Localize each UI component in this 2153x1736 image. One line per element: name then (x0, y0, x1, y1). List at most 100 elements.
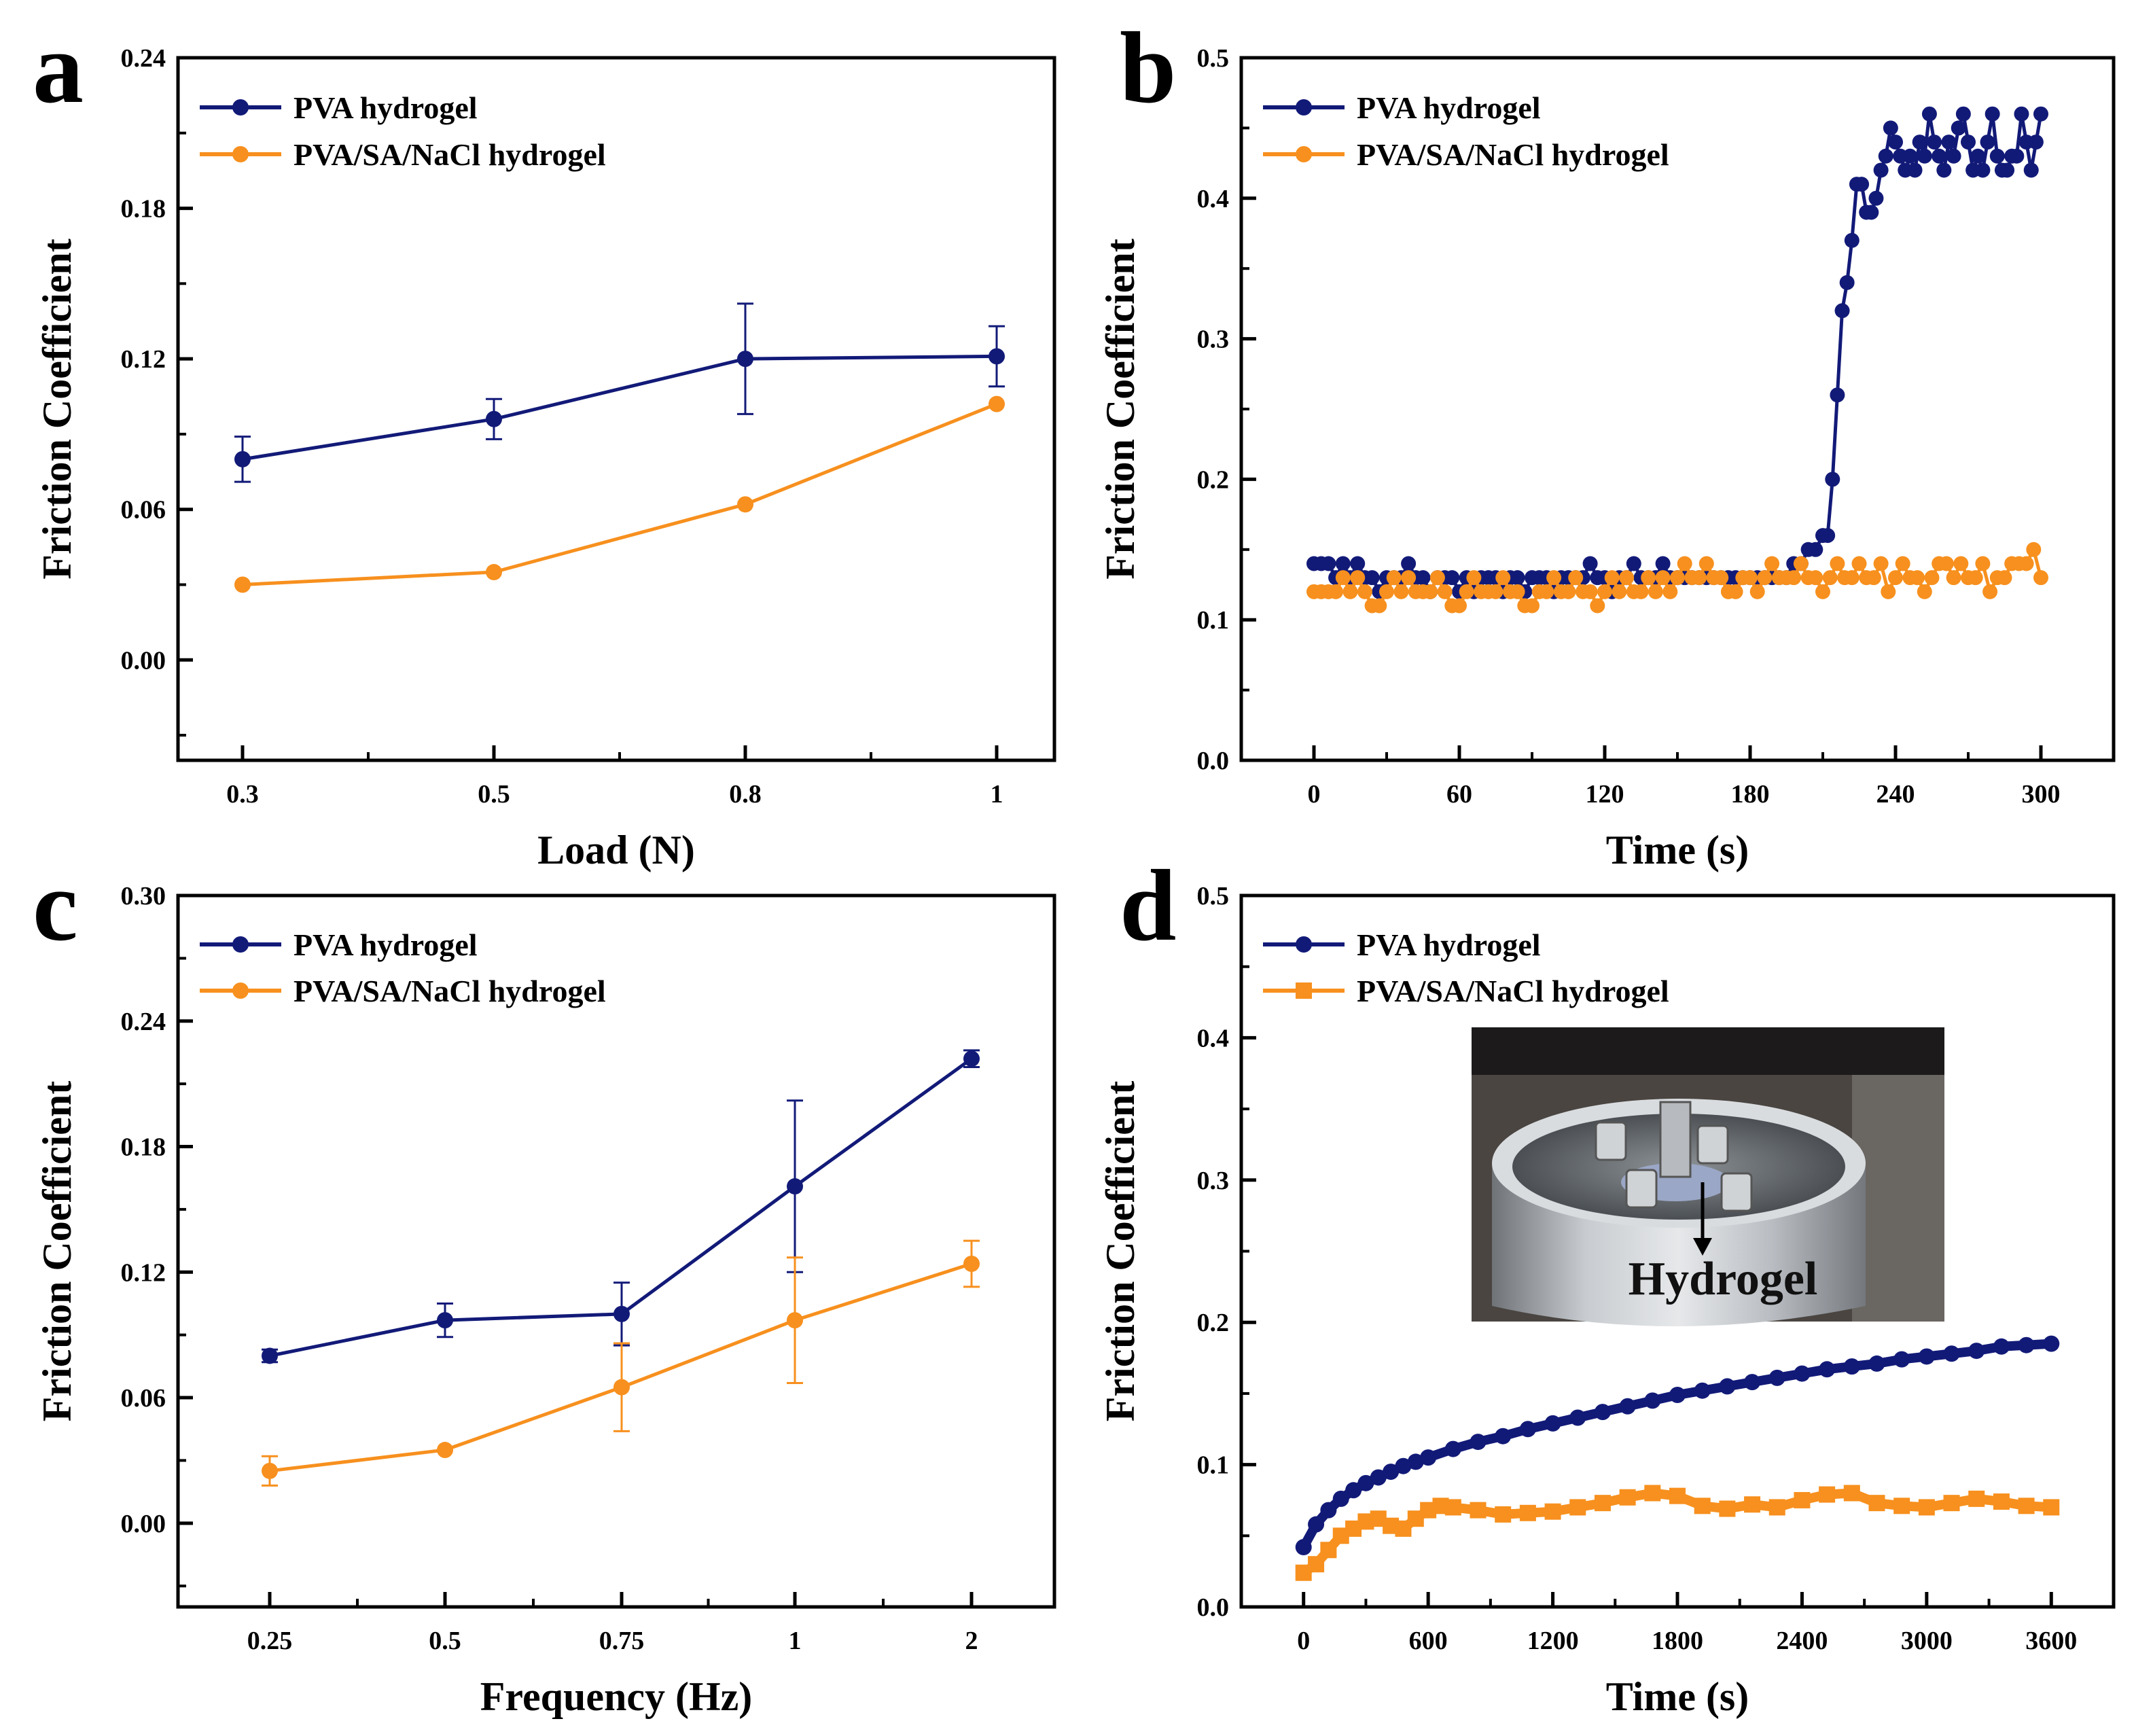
y-tick-label: 0.00 (121, 1510, 166, 1538)
panel-c: c 0.00 0.06 0.12 0.18 0.24 0.30 0.25 0.5 0.75 1 2 Fr… (33, 849, 1056, 1719)
x-axis-title: Load (N) (537, 828, 695, 872)
data-point (1719, 1378, 1736, 1395)
data-point (1844, 232, 1860, 248)
data-point (1582, 556, 1598, 571)
data-point (1626, 556, 1641, 571)
panel-b: b 0.0 0.1 0.2 0.3 0.4 0.5 0 60 120 180 240 300 Time (… (1098, 12, 2116, 872)
legend-label: PVA hydrogel (1357, 90, 1541, 125)
data-point (2043, 1335, 2060, 1352)
data-point (1569, 1499, 1586, 1516)
data-point (1669, 1386, 1686, 1403)
data-point (1955, 106, 1971, 122)
legend-label: PVA/SA/NaCl hydrogel (293, 974, 606, 1008)
data-point (1357, 1474, 1374, 1491)
data-point (1888, 570, 1903, 586)
y-tick-label: 0.0 (1197, 1593, 1230, 1622)
data-point (1825, 472, 1840, 487)
y-tick-label: 0.24 (121, 44, 166, 73)
x-tick-label: 0 (1308, 780, 1321, 809)
y-axis-title: Friction Coefficient (35, 1081, 79, 1421)
data-point (437, 1312, 453, 1329)
x-tick-label: 60 (1446, 780, 1472, 809)
data-point (1808, 570, 1823, 586)
data-point (1808, 542, 1823, 557)
data-point (1970, 148, 1986, 164)
legend-marker (1296, 99, 1312, 116)
data-point (1401, 570, 1417, 586)
data-point (1648, 584, 1663, 599)
data-point (1768, 1369, 1785, 1386)
data-point (1794, 1365, 1811, 1382)
data-point (486, 410, 502, 427)
data-point (1694, 1498, 1711, 1514)
data-point (1921, 106, 1937, 122)
data-point (1320, 1542, 1337, 1559)
series-pva: PVA hydrogel (1263, 927, 2060, 1556)
x-tick-label: 1800 (1652, 1627, 1703, 1655)
data-point (1839, 274, 1855, 290)
y-tick-label: 0.4 (1197, 1024, 1230, 1052)
data-point (1444, 1440, 1461, 1457)
x-tick-label: 120 (1586, 780, 1624, 809)
data-point (1878, 148, 1893, 164)
data-point (1415, 570, 1431, 586)
data-point (1590, 598, 1605, 614)
data-point (1594, 1495, 1611, 1512)
legend-marker (1296, 146, 1312, 162)
data-point (1335, 556, 1351, 571)
data-point (1320, 1502, 1337, 1519)
data-point (1881, 584, 1896, 599)
y-tick-label: 0.2 (1197, 465, 1230, 494)
data-point (737, 351, 753, 368)
y-tick-label: 0.06 (121, 496, 166, 525)
y-tick-label: 0.5 (1197, 882, 1230, 910)
legend-marker (232, 99, 249, 116)
data-point (1893, 1498, 1910, 1514)
data-point (1335, 570, 1351, 586)
data-point (1757, 570, 1773, 586)
data-point (1383, 1464, 1400, 1481)
data-point (1728, 584, 1743, 599)
data-point (1470, 1434, 1487, 1451)
data-point (1749, 584, 1765, 599)
x-tick-label: 600 (1409, 1627, 1448, 1655)
data-point (1819, 1486, 1836, 1503)
y-axis-title: Friction Coefficient (1098, 1081, 1143, 1421)
tribometer-inset-photo: Hydrogel (1472, 1027, 1944, 1326)
panel-d: d 0.0 0.1 0.2 0.3 0.4 0.5 0 600 1200 1800 2400 3000 3… (1098, 849, 2116, 1719)
data-point (1968, 1490, 1985, 1507)
data-point (787, 1178, 803, 1195)
inset-clamp-pin (1696, 1124, 1729, 1165)
data-point (1873, 556, 1889, 571)
data-point (1989, 148, 2005, 164)
data-point (1864, 205, 1879, 220)
series-line (1300, 1488, 2052, 1577)
data-point (1866, 570, 1881, 586)
data-point (1459, 584, 1474, 599)
x-tick-label: 0.5 (429, 1627, 461, 1655)
data-point (1907, 162, 1923, 178)
data-point (1719, 1500, 1736, 1517)
data-point (1495, 1506, 1512, 1523)
y-tick-label: 0.12 (121, 345, 166, 374)
data-point (1786, 570, 1802, 586)
data-point (1830, 387, 1845, 403)
y-tick-label: 0.1 (1197, 1451, 1230, 1480)
data-point (1912, 135, 1927, 150)
y-tick-label: 0.0 (1197, 747, 1230, 775)
data-point (437, 1442, 453, 1459)
x-tick-label: 0 (1297, 1627, 1310, 1655)
data-point (1941, 135, 1957, 150)
x-axis-title: Time (s) (1606, 1674, 1749, 1719)
data-point (1932, 148, 1947, 164)
data-point (2033, 570, 2048, 586)
data-point (1546, 570, 1562, 586)
x-tick-label: 0.75 (599, 1627, 645, 1655)
data-point (1350, 556, 1366, 571)
data-point (1768, 1499, 1785, 1516)
data-point (1993, 1493, 2010, 1510)
data-point (1985, 106, 2000, 122)
series-pva-sa-nacl: PVA/SA/NaCl hydrogel (1263, 974, 2060, 1581)
inset-top-plate (1472, 1027, 1944, 1075)
data-point (1927, 135, 1942, 150)
